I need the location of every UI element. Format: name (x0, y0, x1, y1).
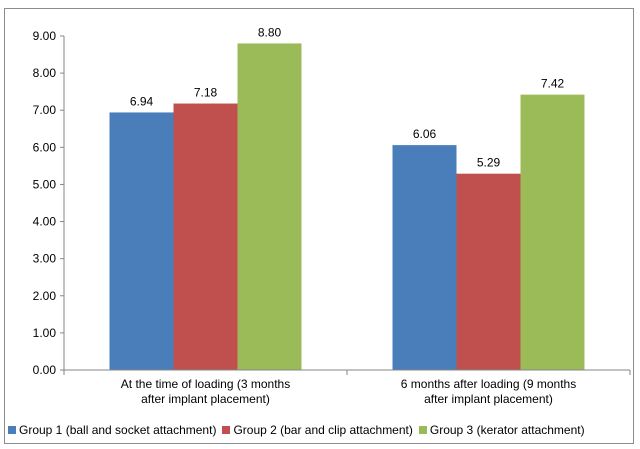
y-tick-label: 7.00 (33, 103, 57, 117)
y-tick-label: 3.00 (33, 252, 57, 266)
x-category-label: after implant placement) (424, 392, 553, 406)
x-category-label: At the time of loading (3 months (121, 377, 290, 391)
y-tick-label: 9.00 (33, 29, 57, 43)
data-label: 7.42 (541, 77, 565, 91)
legend-swatch (8, 426, 16, 434)
legend-label: Group 1 (ball and socket attachment) (19, 423, 217, 437)
chart-frame (4, 8, 634, 444)
bar (173, 103, 238, 370)
bar (456, 173, 521, 370)
y-tick-label: 0.00 (33, 363, 57, 377)
legend-label: Group 3 (kerator attachment) (429, 423, 585, 437)
bar (237, 43, 302, 371)
legend-swatch (418, 426, 427, 434)
bar (392, 145, 457, 370)
y-tick-label: 1.00 (33, 326, 57, 340)
data-label: 5.29 (477, 156, 501, 170)
legend-item: Group 2 (bar and clip attachment) (222, 423, 413, 437)
data-label: 6.06 (413, 127, 437, 141)
legend-label: Group 2 (bar and clip attachment) (233, 423, 413, 437)
data-label: 8.80 (258, 25, 282, 39)
bar (520, 94, 585, 370)
bars: 6.94 7.18 8.80 6.06 5.29 7.42 (109, 25, 585, 371)
legend: Group 1 (ball and socket attachment) Grou… (8, 423, 638, 441)
y-tick-label: 2.00 (33, 289, 57, 303)
data-label: 6.94 (130, 94, 154, 108)
y-tick-label: 6.00 (33, 140, 57, 154)
legend-item: Group 3 (kerator attachment) (418, 423, 585, 437)
x-category-label: 6 months after loading (9 months (401, 377, 576, 391)
legend-item: Group 1 (ball and socket attachment) (8, 423, 216, 437)
data-label: 7.18 (194, 86, 218, 100)
y-tick-label: 5.00 (33, 177, 57, 191)
y-tick-label: 8.00 (33, 66, 57, 80)
x-category-label: after implant placement) (141, 392, 270, 406)
legend-swatch (222, 426, 231, 434)
y-axis: 0.00 1.00 2.00 3.00 4.00 5.00 6.00 7.00 8.00 9.00 (33, 29, 65, 377)
bar (109, 112, 174, 371)
y-tick-label: 4.00 (33, 215, 57, 229)
